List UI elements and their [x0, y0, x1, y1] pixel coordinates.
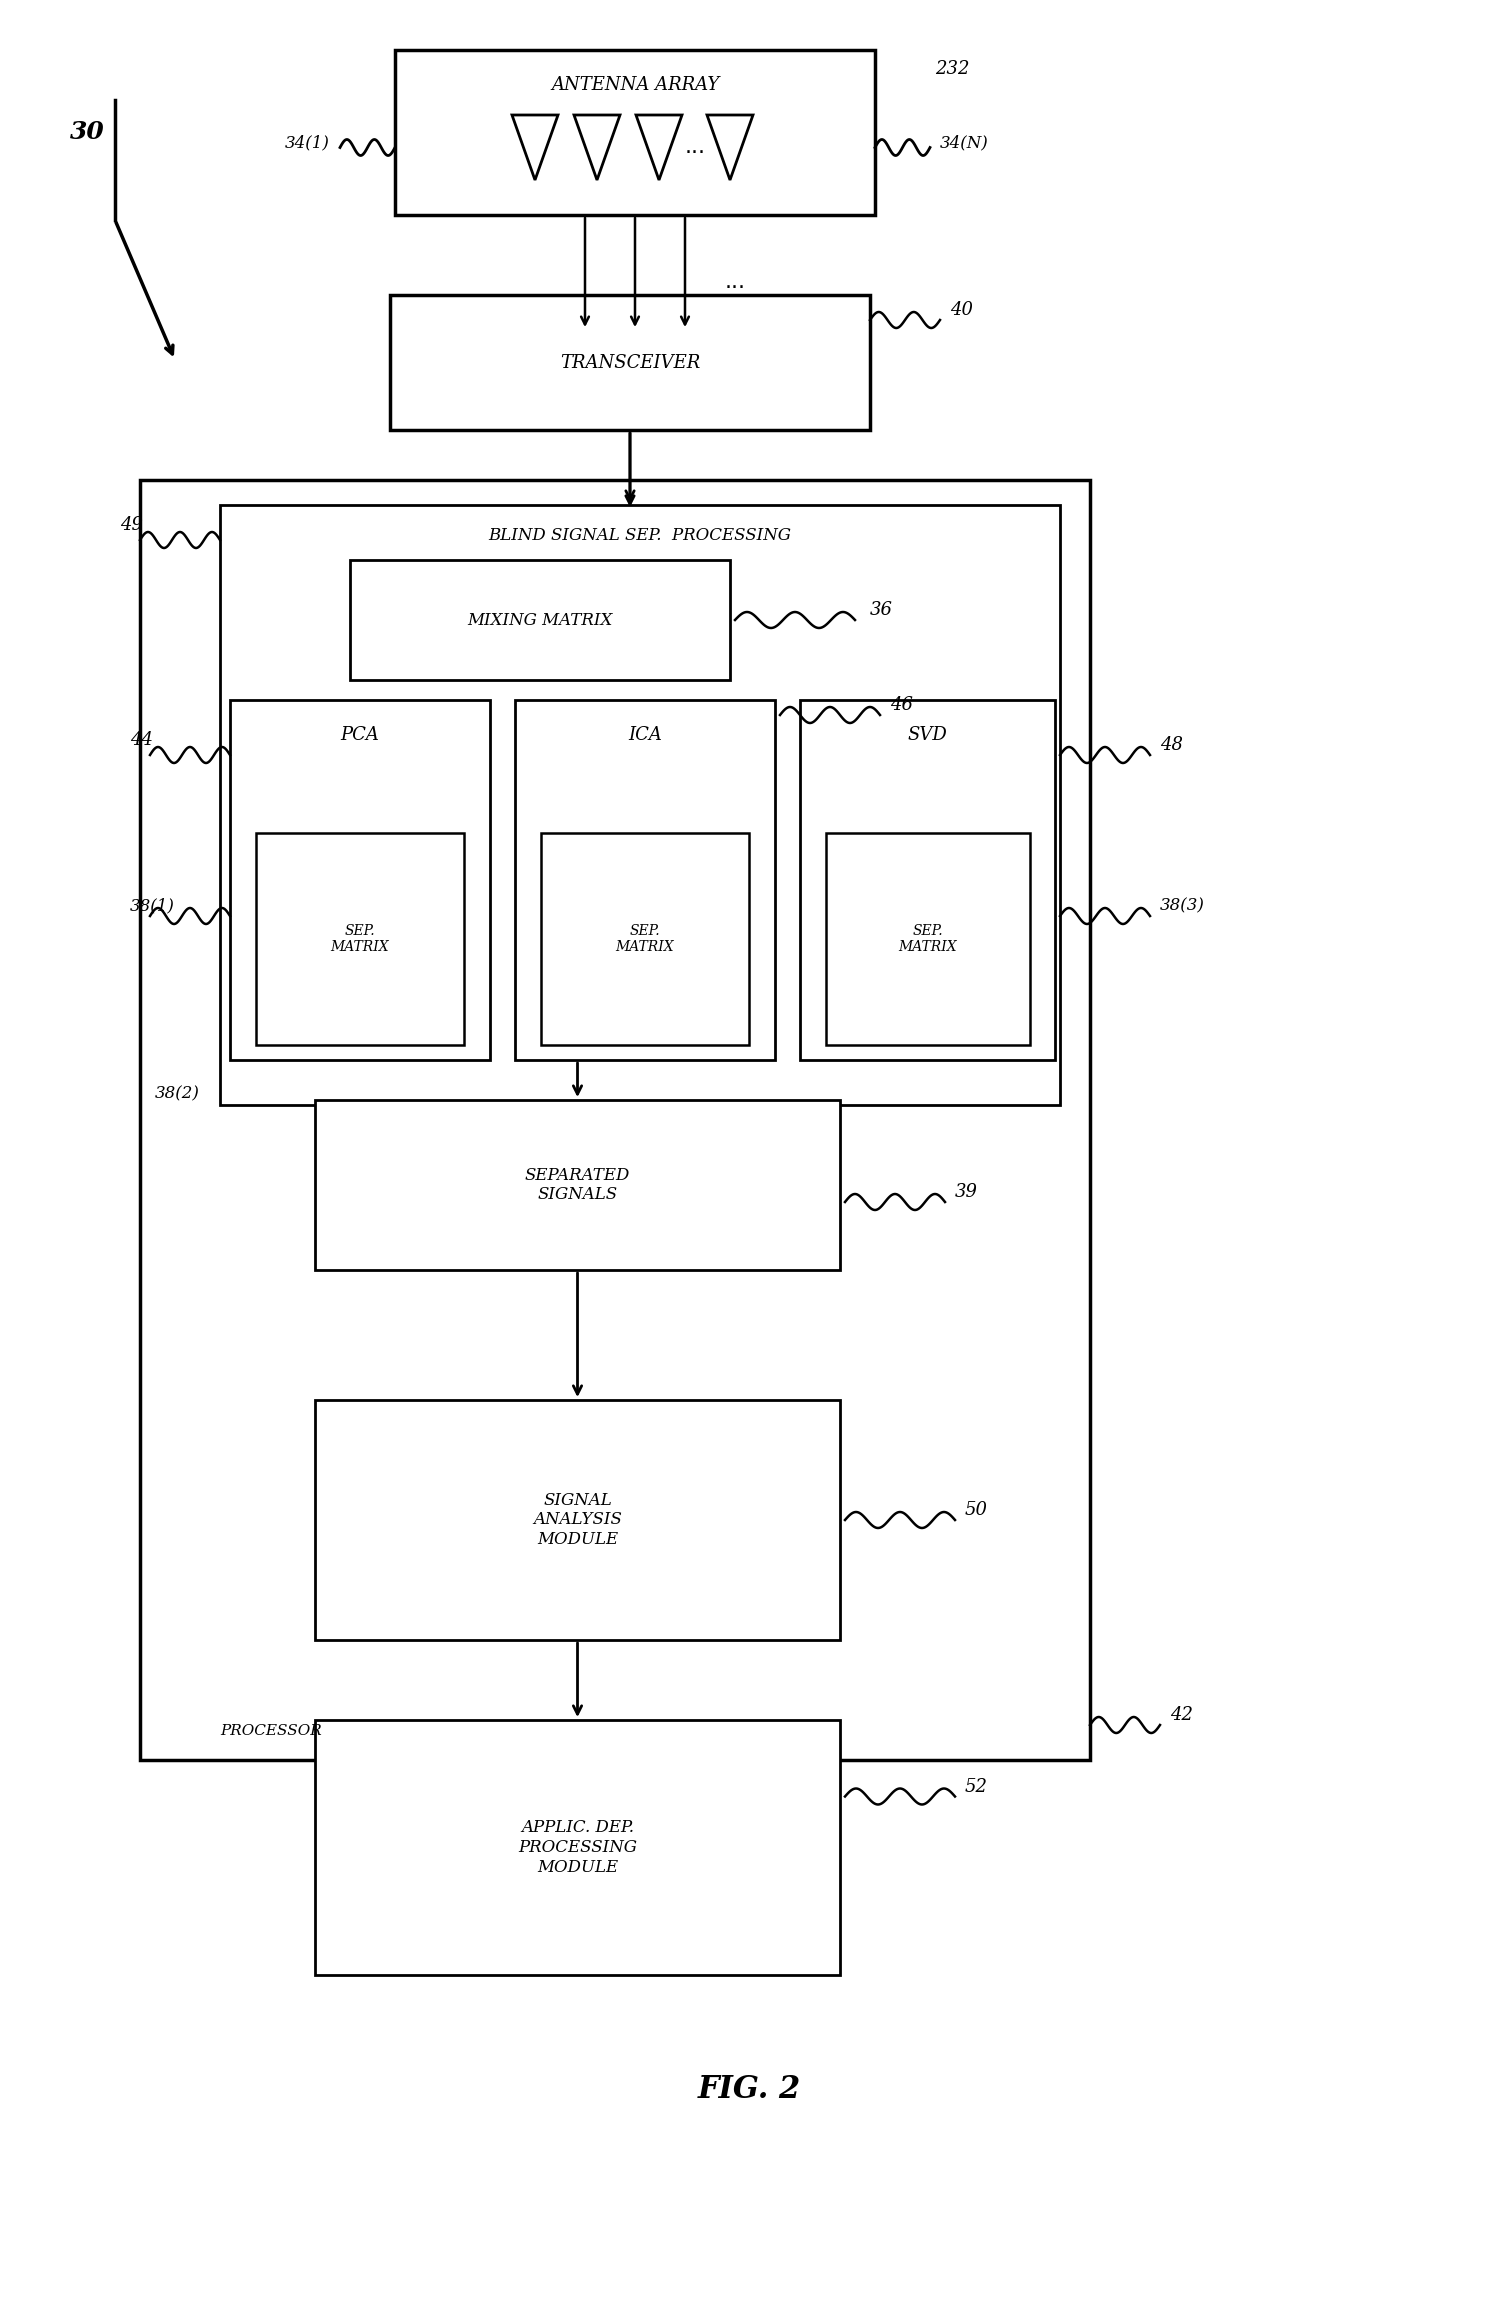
Text: SEP.
MATRIX: SEP. MATRIX	[899, 924, 957, 953]
FancyBboxPatch shape	[351, 560, 730, 679]
Text: 42: 42	[1170, 1707, 1192, 1725]
Text: 44: 44	[130, 730, 153, 748]
Text: SEPARATED
SIGNALS: SEPARATED SIGNALS	[524, 1168, 631, 1202]
Text: FIG. 2: FIG. 2	[698, 2075, 800, 2105]
FancyBboxPatch shape	[541, 834, 749, 1046]
Text: BLIND SIGNAL SEP.  PROCESSING: BLIND SIGNAL SEP. PROCESSING	[488, 527, 791, 544]
Text: 30: 30	[70, 120, 105, 145]
FancyBboxPatch shape	[825, 834, 1029, 1046]
Text: ICA: ICA	[628, 725, 662, 744]
FancyBboxPatch shape	[515, 700, 774, 1059]
Text: 46: 46	[890, 696, 912, 714]
FancyBboxPatch shape	[315, 1101, 840, 1269]
Text: 38(2): 38(2)	[154, 1085, 199, 1103]
Text: 34(1): 34(1)	[285, 134, 330, 152]
Text: 34(N): 34(N)	[941, 134, 989, 152]
Text: SVD: SVD	[908, 725, 947, 744]
Text: ANTENNA ARRAY: ANTENNA ARRAY	[551, 76, 719, 94]
FancyBboxPatch shape	[389, 295, 870, 431]
Text: 36: 36	[870, 601, 893, 620]
FancyBboxPatch shape	[256, 834, 464, 1046]
FancyBboxPatch shape	[315, 1400, 840, 1640]
Text: MIXING MATRIX: MIXING MATRIX	[467, 613, 613, 629]
FancyBboxPatch shape	[395, 51, 875, 214]
Text: ...: ...	[725, 272, 746, 292]
Text: 50: 50	[965, 1502, 989, 1520]
Text: 40: 40	[950, 302, 974, 320]
Text: SEP.
MATRIX: SEP. MATRIX	[616, 924, 674, 953]
FancyBboxPatch shape	[139, 479, 1091, 1759]
Text: SEP.
MATRIX: SEP. MATRIX	[331, 924, 389, 953]
FancyBboxPatch shape	[800, 700, 1055, 1059]
Text: 38(1): 38(1)	[130, 898, 175, 914]
FancyBboxPatch shape	[315, 1720, 840, 1976]
Text: 49: 49	[120, 516, 142, 534]
Text: 38(3): 38(3)	[1159, 898, 1204, 914]
Text: SIGNAL
ANALYSIS
MODULE: SIGNAL ANALYSIS MODULE	[533, 1492, 622, 1548]
Text: 39: 39	[956, 1184, 978, 1200]
Text: 232: 232	[935, 60, 969, 78]
Text: 52: 52	[965, 1778, 989, 1796]
FancyBboxPatch shape	[231, 700, 490, 1059]
Text: APPLIC. DEP.
PROCESSING
MODULE: APPLIC. DEP. PROCESSING MODULE	[518, 1819, 637, 1875]
FancyBboxPatch shape	[220, 504, 1061, 1105]
Text: 48: 48	[1159, 737, 1183, 753]
Text: ...: ...	[685, 138, 706, 157]
Text: TRANSCEIVER: TRANSCEIVER	[560, 352, 700, 371]
Text: PCA: PCA	[340, 725, 379, 744]
Text: PROCESSOR: PROCESSOR	[220, 1725, 322, 1739]
